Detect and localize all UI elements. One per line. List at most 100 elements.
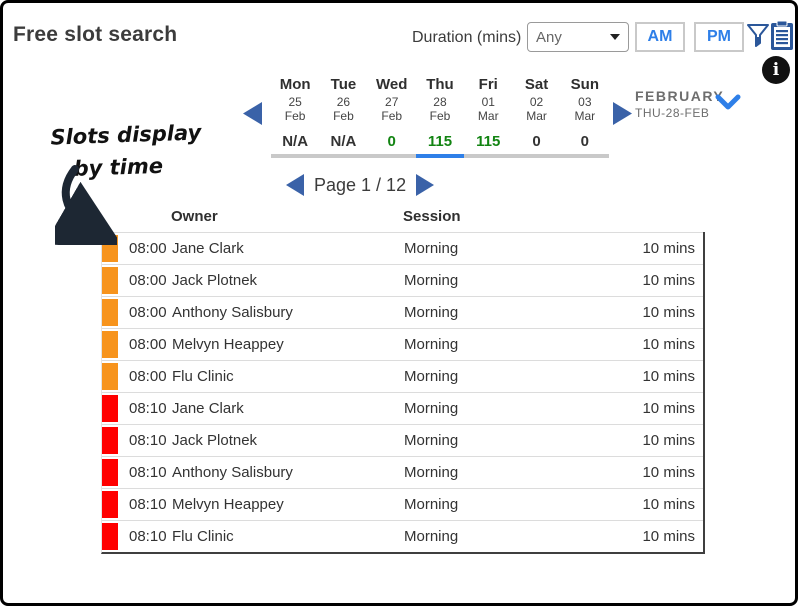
slot-row[interactable]: 08:00 Flu Clinic Morning 10 mins (102, 360, 703, 392)
am-button[interactable]: AM (635, 22, 685, 52)
day-slot-count: 0 (580, 133, 589, 150)
day-name: Mon (279, 76, 311, 93)
day-slot-count: N/A (330, 133, 357, 150)
day-slot-count: N/A (282, 133, 309, 150)
day-slot-count: 115 (427, 133, 453, 150)
slot-table-header: Owner Session (101, 208, 705, 232)
clipboard-icon[interactable] (769, 20, 795, 56)
day-month: Mar (526, 109, 547, 123)
slot-time: 08:00 (129, 368, 167, 385)
day-column-thu[interactable]: Thu 28 Feb 115 (415, 75, 465, 158)
day-name: Thu (426, 76, 454, 93)
slot-time: 08:00 (129, 240, 167, 257)
slot-time: 08:00 (129, 304, 167, 321)
day-column-tue[interactable]: Tue 26 Feb N/A (319, 75, 368, 158)
next-page-arrow[interactable] (416, 174, 435, 196)
day-number: 01 (481, 95, 495, 109)
duration-label: Duration (mins) (412, 29, 522, 46)
slot-color-bar-red (102, 459, 118, 486)
slot-time: 08:10 (129, 528, 167, 545)
slot-owner: Jane Clark (172, 400, 244, 417)
day-number: 28 (433, 95, 447, 109)
slot-color-bar-red (102, 427, 118, 454)
annotation-line-1: Slots display (50, 120, 202, 150)
slot-color-bar-orange (102, 363, 118, 390)
previous-page-arrow[interactable] (286, 174, 304, 196)
slot-owner: Melvyn Heappey (172, 336, 284, 353)
info-icon[interactable]: i (762, 56, 790, 84)
slot-duration: 10 mins (642, 368, 695, 385)
day-number: 03 (578, 95, 592, 109)
slot-row[interactable]: 08:10 Anthony Salisbury Morning 10 mins (102, 456, 703, 488)
day-column-mon[interactable]: Mon 25 Feb N/A (271, 75, 320, 158)
slot-row[interactable]: 08:10 Melvyn Heappey Morning 10 mins (102, 488, 703, 520)
slot-row[interactable]: 08:10 Flu Clinic Morning 10 mins (102, 520, 703, 552)
filter-funnel-icon[interactable] (746, 23, 770, 56)
slot-duration: 10 mins (642, 432, 695, 449)
day-number: 02 (529, 95, 544, 109)
slot-duration: 10 mins (642, 272, 695, 289)
month-selector[interactable]: FEBRUARY THU-28-FEB (635, 88, 724, 120)
slot-row[interactable]: 08:10 Jack Plotnek Morning 10 mins (102, 424, 703, 456)
slot-color-bar-red (102, 523, 118, 550)
day-slot-count: 115 (476, 133, 501, 150)
slot-duration: 10 mins (642, 496, 695, 513)
slot-duration: 10 mins (642, 304, 695, 321)
day-month: Feb (333, 109, 354, 123)
slot-session: Morning (404, 336, 459, 353)
slot-time: 08:10 (129, 432, 167, 449)
slot-duration: 10 mins (642, 336, 695, 353)
duration-dropdown[interactable]: Any (527, 22, 629, 52)
day-month: Mar (477, 109, 499, 123)
slot-owner: Jane Clark (172, 240, 244, 257)
pm-button[interactable]: PM (694, 22, 744, 52)
day-slot-count: 0 (532, 133, 541, 150)
slot-owner: Jack Plotnek (172, 432, 258, 449)
slot-color-bar-orange (102, 267, 118, 294)
day-column-sat[interactable]: Sat 02 Mar 0 (512, 75, 561, 158)
slot-color-bar-red (102, 395, 118, 422)
slot-row[interactable]: 08:00 Anthony Salisbury Morning 10 mins (102, 296, 703, 328)
day-column-sun[interactable]: Sun 03 Mar 0 (560, 75, 609, 158)
day-month: Feb (381, 109, 403, 123)
chevron-down-icon (610, 34, 620, 40)
month-chevron-down-icon[interactable] (715, 93, 741, 113)
selected-date-label: THU-28-FEB (635, 106, 710, 120)
slot-session: Morning (404, 432, 459, 449)
slot-session: Morning (404, 496, 459, 513)
day-month: Mar (574, 109, 596, 123)
previous-week-arrow[interactable] (243, 102, 262, 125)
slot-owner: Anthony Salisbury (172, 304, 293, 321)
slot-duration: 10 mins (642, 240, 695, 257)
day-month: Feb (284, 109, 306, 123)
day-number: 26 (336, 95, 351, 109)
annotation-arrow-icon (44, 161, 125, 250)
info-icon-glyph: i (762, 56, 790, 84)
slot-row[interactable]: 08:00 Melvyn Heappey Morning 10 mins (102, 328, 703, 360)
slot-table: Owner Session 08:00 Jane Clark Morning 10 m… (101, 208, 705, 554)
page-title: Free slot search (13, 23, 178, 46)
day-column-wed[interactable]: Wed 27 Feb 0 (367, 75, 416, 158)
slot-session: Morning (404, 304, 459, 321)
day-name: Wed (376, 76, 408, 93)
slot-session: Morning (404, 400, 459, 417)
duration-dropdown-value: Any (536, 28, 562, 46)
slot-session: Morning (404, 240, 459, 257)
slot-row[interactable]: 08:00 Jane Clark Morning 10 mins (102, 232, 703, 264)
slot-owner: Flu Clinic (172, 528, 234, 545)
day-name: Tue (330, 76, 357, 93)
slot-time: 08:10 (129, 496, 167, 513)
day-name: Sun (570, 76, 599, 93)
slot-row[interactable]: 08:10 Jane Clark Morning 10 mins (102, 392, 703, 424)
week-day-strip: Mon 25 Feb N/A Tue 26 Feb N/A Wed 27 Feb 0 Thu 28 Feb 1… (271, 75, 609, 158)
day-column-fri[interactable]: Fri 01 Mar 115 (464, 75, 513, 158)
slot-row[interactable]: 08:00 Jack Plotnek Morning 10 mins (102, 264, 703, 296)
next-week-arrow[interactable] (613, 102, 632, 125)
page-label: Page 1 / 12 (314, 174, 407, 195)
slot-time: 08:00 (129, 272, 167, 289)
slot-session: Morning (404, 528, 459, 545)
owner-column-header: Owner (171, 208, 218, 225)
slot-duration: 10 mins (642, 528, 695, 545)
slot-session: Morning (404, 368, 459, 385)
